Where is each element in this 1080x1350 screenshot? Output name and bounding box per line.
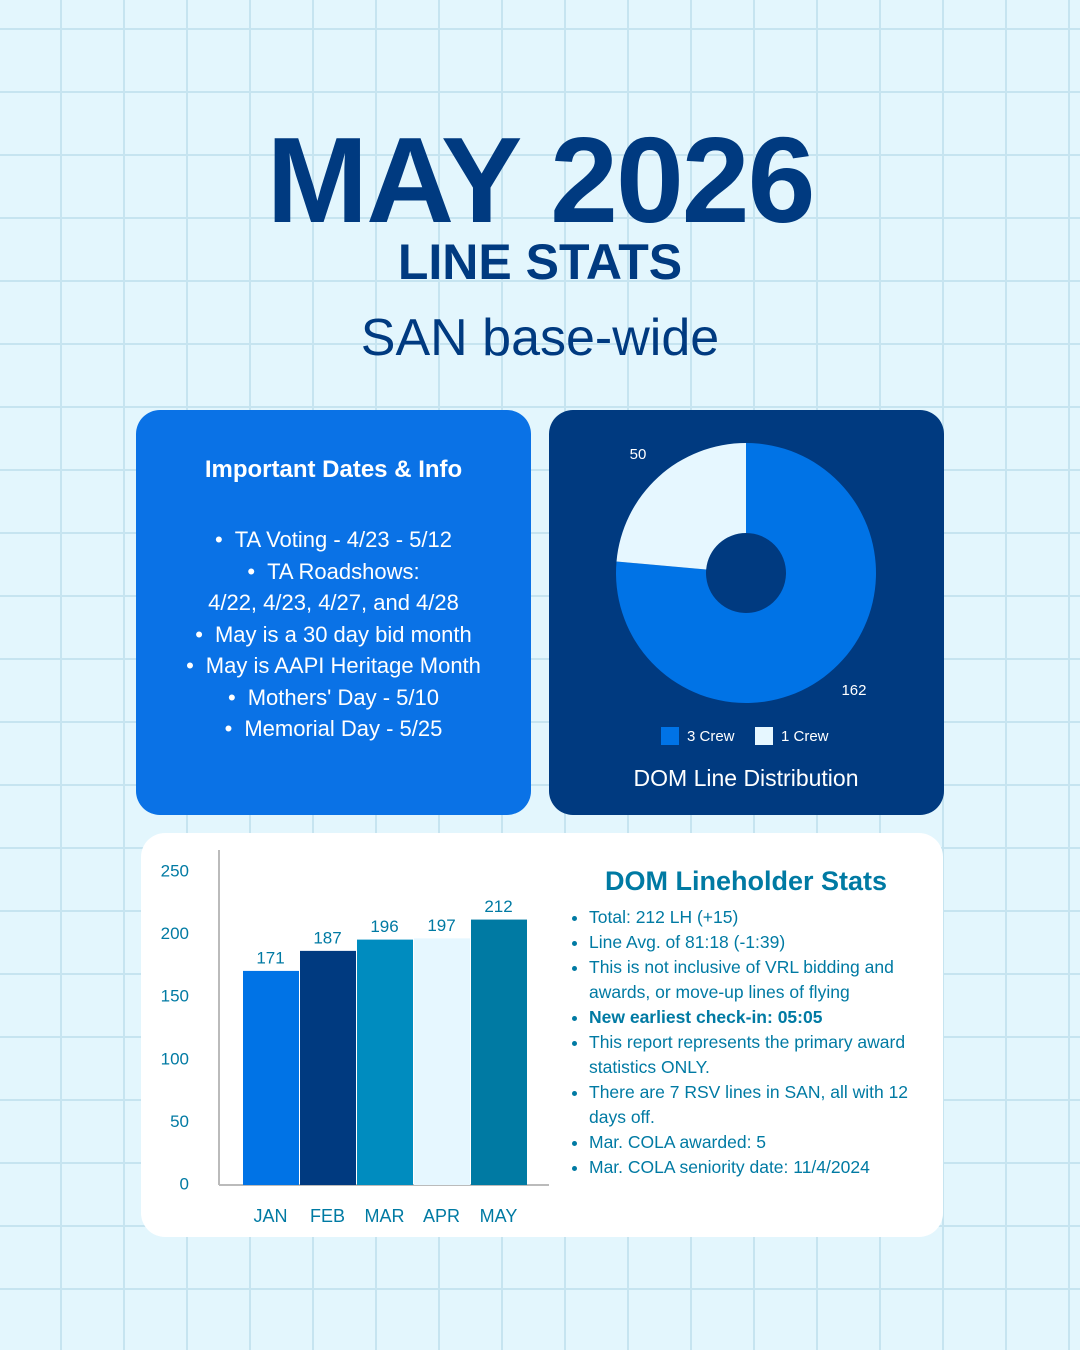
bar: [357, 939, 413, 1185]
stats-list: Total: 212 LH (+15)Line Avg. of 81:18 (-…: [571, 905, 921, 1180]
info-line: TA Roadshows:: [136, 556, 531, 588]
legend-label: 3 Crew: [687, 728, 735, 745]
subtitle: LINE STATS: [397, 234, 683, 290]
legend-label: 1 Crew: [781, 728, 829, 745]
y-tick-label: 150: [161, 987, 189, 1006]
data-label: 197: [427, 916, 455, 935]
info-line: Mothers' Day - 5/10: [136, 682, 531, 714]
stat-item: This report represents the primary award…: [589, 1030, 921, 1080]
info-line: May is a 30 day bid month: [136, 619, 531, 651]
stats-title: DOM Lineholder Stats: [604, 866, 888, 896]
stat-item: Line Avg. of 81:18 (-1:39): [589, 930, 921, 955]
info-line: May is AAPI Heritage Month: [136, 650, 531, 682]
y-tick-label: 100: [161, 1049, 189, 1068]
info-line: Memorial Day - 5/25: [136, 713, 531, 745]
info-item: Memorial Day - 5/25: [136, 713, 531, 745]
pie-chart: 162 50 3 Crew 1 Crew DOM Line Distribution: [616, 443, 876, 791]
pie-card: 162 50 3 Crew 1 Crew DOM Line Distribution: [549, 410, 944, 815]
data-label: 162: [841, 682, 866, 699]
x-tick-label: FEB: [310, 1206, 345, 1226]
data-label: 171: [256, 948, 284, 967]
x-tick-label: APR: [423, 1206, 460, 1226]
y-tick-label: 50: [170, 1112, 189, 1131]
bar: [471, 919, 527, 1185]
info-item: TA Roadshows:4/22, 4/23, 4/27, and 4/28: [136, 556, 531, 619]
info-title: Important Dates & Info: [204, 456, 463, 483]
info-item: Mothers' Day - 5/10: [136, 682, 531, 714]
info-card: Important Dates & Info TA Voting - 4/23 …: [136, 410, 531, 815]
legend-swatch: [755, 727, 773, 745]
data-label: 50: [630, 446, 647, 463]
tagline: SAN base-wide: [360, 309, 720, 367]
stats-panel: DOM Lineholder Stats Total: 212 LH (+15)…: [571, 866, 921, 1180]
info-line: 4/22, 4/23, 4/27, and 4/28: [208, 590, 459, 615]
stat-item: There are 7 RSV lines in SAN, all with 1…: [589, 1080, 921, 1130]
title: MAY 2026: [266, 112, 816, 248]
pie-title: DOM Line Distribution: [634, 765, 859, 791]
stat-item: This is not inclusive of VRL bidding and…: [589, 955, 921, 1005]
stat-item: Mar. COLA seniority date: 11/4/2024: [589, 1155, 921, 1180]
stat-item: New earliest check-in: 05:05: [589, 1005, 921, 1030]
data-label: 187: [313, 928, 341, 947]
stat-item: Total: 212 LH (+15): [589, 905, 921, 930]
stat-item: Mar. COLA awarded: 5: [589, 1130, 921, 1155]
y-tick-label: 250: [161, 861, 189, 880]
x-tick-label: JAN: [253, 1206, 287, 1226]
data-label: 196: [370, 917, 398, 936]
x-tick-label: MAY: [480, 1206, 518, 1226]
info-item: May is a 30 day bid month: [136, 619, 531, 651]
info-item: TA Voting - 4/23 - 5/12: [136, 524, 531, 556]
bar: [243, 970, 299, 1185]
bar: [300, 950, 356, 1185]
info-item: May is AAPI Heritage Month: [136, 650, 531, 682]
x-tick-label: MAR: [365, 1206, 405, 1226]
pie-slice: [616, 443, 876, 703]
y-tick-label: 0: [180, 1174, 189, 1193]
info-line: TA Voting - 4/23 - 5/12: [136, 524, 531, 556]
pie-slice: [616, 443, 746, 570]
legend-swatch: [661, 727, 679, 745]
data-label: 212: [484, 897, 512, 916]
info-list: TA Voting - 4/23 - 5/12TA Roadshows:4/22…: [136, 524, 531, 745]
y-tick-label: 200: [161, 924, 189, 943]
bar: [414, 938, 470, 1185]
